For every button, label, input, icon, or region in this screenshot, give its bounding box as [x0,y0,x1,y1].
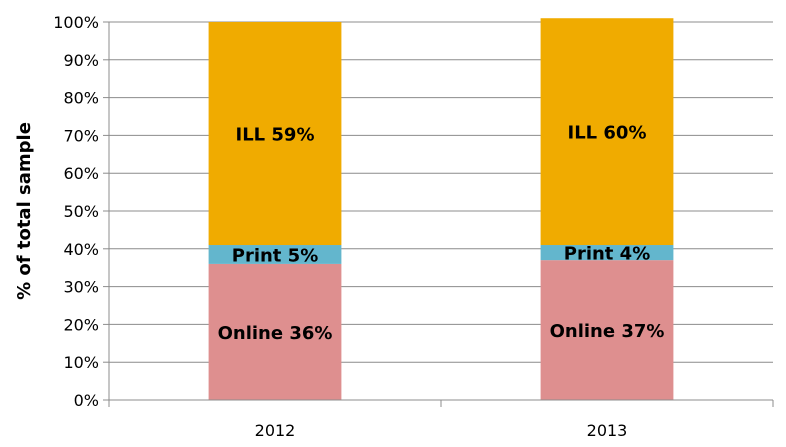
y-tick-label: 60% [63,164,99,183]
x-tick-label: 2012 [255,421,296,440]
x-tick-labels: 2012 2013 [255,421,628,440]
y-axis-title: % of total sample [14,122,35,300]
bar-segment-online [540,260,674,400]
data-label-online: Online 36% [218,323,333,344]
data-label-print: Print 4% [564,244,650,265]
data-label-ill: ILL 59% [236,125,315,146]
data-label-online: Online 37% [550,321,665,342]
data-label-ill: ILL 60% [568,123,647,144]
y-tick-label: 0% [74,391,99,410]
y-tick-label: 90% [63,51,99,70]
y-tick-label: 70% [63,126,99,145]
y-tick-labels: 0% 10% 20% 30% 40% 50% 60% 70% 80% 90% 100% [53,13,99,410]
axes [108,22,774,407]
y-tick-label: 30% [63,278,99,297]
bar-segment-ill [540,18,674,246]
bar-segment-print [208,245,342,264]
bar-segment-print [540,245,674,261]
y-tick-label: 40% [63,240,99,259]
y-tick-label: 80% [63,89,99,108]
data-label-print: Print 5% [232,245,318,266]
y-tick-label: 50% [63,202,99,221]
bars: Online 36% Print 5% ILL 59% Online 37% Print… [208,18,674,400]
bar-segment-online [208,263,342,400]
y-tick-label: 20% [63,315,99,334]
y-tick-label: 100% [53,13,99,32]
bar-segment-ill [208,22,342,246]
y-tick-label: 10% [63,353,99,372]
x-tick-label: 2013 [587,421,628,440]
